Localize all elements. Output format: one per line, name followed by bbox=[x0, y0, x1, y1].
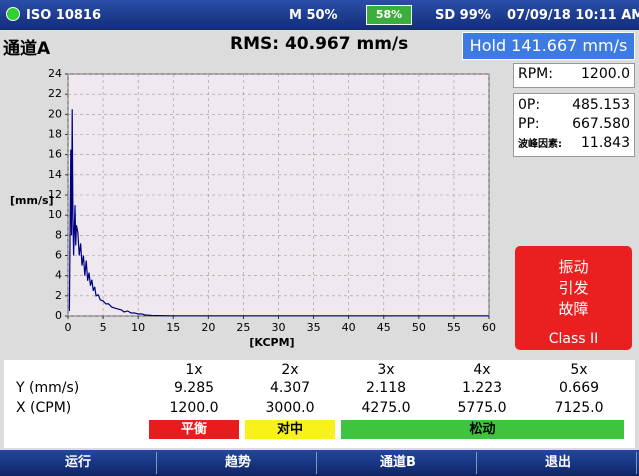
y-tick-label: 16 bbox=[48, 148, 62, 161]
alert-line: 振动 bbox=[558, 258, 589, 276]
table-value: 1200.0 bbox=[169, 400, 219, 416]
column-header: 5x bbox=[570, 362, 588, 378]
sd-card: SD 99% bbox=[435, 8, 491, 23]
hold-value: Hold 141.667 mm/s bbox=[462, 32, 635, 60]
table-value: 4275.0 bbox=[361, 400, 411, 416]
alert-class: Class II bbox=[548, 331, 599, 347]
x-tick-label: 30 bbox=[272, 321, 286, 334]
x-tick-label: 10 bbox=[131, 321, 145, 334]
x-tick-label: 5 bbox=[100, 321, 107, 334]
y-axis-label: [mm/s] bbox=[10, 194, 54, 207]
op-label: 0P: bbox=[518, 97, 541, 113]
x-axis-label: [KCPM] bbox=[249, 336, 294, 349]
crest-value: 11.843 bbox=[581, 135, 630, 151]
diagnosis-alignment: 对中 bbox=[245, 420, 335, 439]
row-label: X (CPM) bbox=[16, 400, 72, 416]
channel: 通道A bbox=[3, 39, 51, 59]
table-value: 9.285 bbox=[173, 380, 215, 396]
column-header: 4x bbox=[473, 362, 491, 378]
x-tick-label: 55 bbox=[447, 321, 461, 334]
rpm-value: 1200.0 bbox=[581, 66, 630, 82]
column-header: 1x bbox=[185, 362, 203, 378]
status-icon bbox=[6, 7, 20, 21]
battery: 58% bbox=[366, 5, 412, 25]
crest-label: 波峰因素: bbox=[518, 139, 562, 150]
nav-button[interactable]: 通道B bbox=[320, 452, 477, 474]
op-value: 485.153 bbox=[572, 97, 630, 113]
alert-box: 振动 引发 故障 Class II bbox=[515, 246, 632, 350]
alert-line: 引发 bbox=[558, 279, 589, 297]
diagnosis-looseness: 松动 bbox=[341, 420, 624, 439]
y-tick-label: 22 bbox=[48, 87, 62, 100]
readings-box: 0P: 485.153 PP: 667.580 波峰因素: 11.843 bbox=[513, 93, 635, 157]
table-value: 7125.0 bbox=[554, 400, 604, 416]
y-tick-label: 12 bbox=[48, 188, 62, 201]
row-label: Y (mm/s) bbox=[16, 380, 80, 396]
column-header: 2x bbox=[281, 362, 299, 378]
nav-bar: 运行 趋势 通道B 退出 bbox=[0, 450, 639, 476]
table-value: 2.118 bbox=[365, 380, 407, 396]
nav-button[interactable]: 运行 bbox=[0, 452, 157, 474]
x-tick-label: 40 bbox=[342, 321, 356, 334]
x-tick-label: 35 bbox=[307, 321, 321, 334]
table-value: 1.223 bbox=[461, 380, 503, 396]
datetime: 07/09/18 10:11 AM bbox=[507, 8, 639, 23]
diagnosis-balance: 平衡 bbox=[149, 420, 239, 439]
nav-button[interactable]: 退出 bbox=[480, 452, 637, 474]
rpm-label: RPM: bbox=[518, 66, 553, 82]
y-tick-label: 18 bbox=[48, 128, 62, 141]
nav-button[interactable]: 趋势 bbox=[160, 452, 317, 474]
pp-value: 667.580 bbox=[572, 116, 630, 132]
rpm-box: RPM: 1200.0 bbox=[513, 63, 635, 88]
y-tick-label: 2 bbox=[55, 289, 62, 302]
y-tick-label: 8 bbox=[55, 228, 62, 241]
table-value: 0.669 bbox=[558, 380, 600, 396]
y-tick-label: 10 bbox=[48, 208, 62, 221]
y-tick-label: 20 bbox=[48, 107, 62, 120]
x-tick-label: 50 bbox=[412, 321, 426, 334]
x-tick-label: 25 bbox=[236, 321, 250, 334]
x-tick-label: 60 bbox=[482, 321, 496, 334]
table-value: 5775.0 bbox=[457, 400, 507, 416]
y-tick-label: 4 bbox=[55, 269, 62, 282]
pp-label: PP: bbox=[518, 116, 540, 132]
harmonics-table: 平衡 对中 松动 1x 2x 3x 4x 5x Y (mm/s) 9.285 4.307 2.1… bbox=[4, 360, 635, 448]
column-header: 3x bbox=[377, 362, 395, 378]
y-tick-label: 24 bbox=[48, 67, 62, 80]
y-tick-label: 14 bbox=[48, 168, 62, 181]
device-standard: ISO 10816 bbox=[26, 8, 102, 23]
x-tick-label: 45 bbox=[377, 321, 391, 334]
y-tick-label: 0 bbox=[55, 309, 62, 322]
alert-line: 故障 bbox=[558, 300, 589, 318]
table-value: 3000.0 bbox=[265, 400, 315, 416]
x-tick-label: 20 bbox=[201, 321, 215, 334]
status-bar: ISO 10816 M 50% 58% SD 99% 07/09/18 10:1… bbox=[0, 0, 639, 30]
memory: M 50% bbox=[289, 8, 338, 23]
x-tick-label: 0 bbox=[65, 321, 72, 334]
rms: RMS: 40.967 mm/s bbox=[230, 34, 409, 54]
table-value: 4.307 bbox=[269, 380, 311, 396]
spectrum-line bbox=[68, 109, 489, 317]
y-tick-label: 6 bbox=[55, 249, 62, 262]
x-tick-label: 15 bbox=[166, 321, 180, 334]
